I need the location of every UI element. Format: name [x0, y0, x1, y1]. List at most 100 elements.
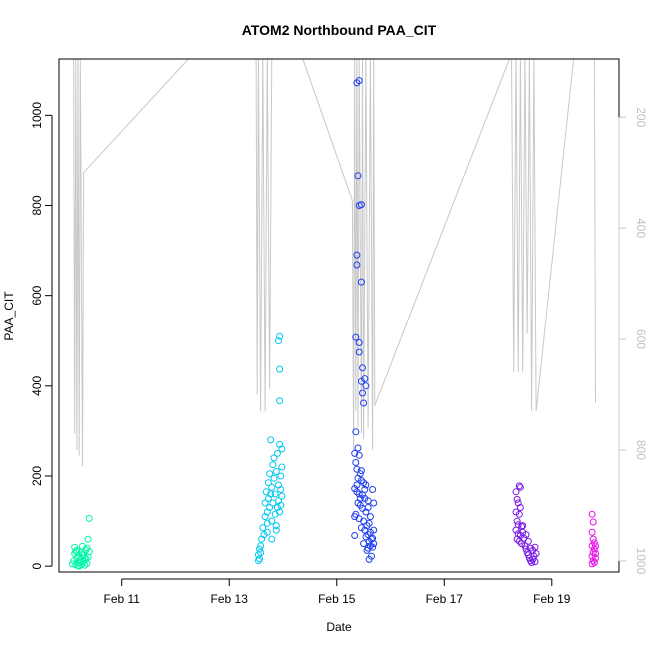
data-point-series-4 — [515, 482, 523, 490]
data-point-series-5 — [588, 560, 596, 568]
y2-tick-label: 800 — [634, 440, 648, 460]
data-point-series-4 — [513, 535, 521, 543]
data-point-series-4 — [529, 555, 537, 563]
data-point-series-5 — [592, 542, 599, 550]
data-point-series-1 — [84, 535, 92, 543]
data-point-series-2 — [276, 508, 284, 516]
data-point-series-4 — [512, 488, 520, 496]
data-point-series-2 — [267, 436, 275, 444]
data-point-series-2 — [266, 504, 274, 511]
data-point-series-3 — [360, 540, 368, 548]
data-point-series-5 — [588, 510, 596, 518]
data-point-series-2 — [268, 483, 276, 491]
data-point-series-2 — [272, 468, 280, 475]
data-point-series-3 — [355, 490, 363, 498]
x-tick-label: Feb 15 — [318, 592, 356, 606]
data-point-series-2 — [276, 397, 284, 405]
data-point-series-5 — [589, 535, 597, 543]
data-point-series-3 — [357, 278, 365, 286]
data-point-series-4 — [524, 537, 532, 545]
x-axis-label: Date — [326, 620, 352, 634]
data-point-series-4 — [522, 531, 530, 539]
data-point-series-2 — [257, 549, 265, 557]
data-point-series-2 — [263, 528, 271, 536]
x-axis: Feb 11 Feb 13 Feb 15 Feb 17 Feb 19 — [103, 578, 571, 606]
data-point-series-4 — [513, 495, 521, 503]
data-point-series-1 — [83, 544, 91, 552]
data-point-series-3 — [352, 459, 360, 466]
data-point-series-3 — [369, 543, 377, 551]
data-point-series-3 — [365, 519, 373, 527]
data-point-series-5 — [589, 518, 597, 526]
data-point-series-3 — [370, 499, 378, 507]
data-point-series-2 — [278, 463, 286, 471]
y2-tick-label: 1000 — [634, 548, 648, 575]
data-point-series-3 — [363, 546, 371, 554]
data-point-series-3 — [370, 540, 378, 548]
data-point-series-2 — [256, 545, 263, 553]
y-tick-label: 200 — [30, 466, 44, 486]
data-point-series-2 — [276, 332, 284, 340]
y-tick-label: 1000 — [30, 102, 44, 129]
y2-axis: 200 400 600 800 1000 — [618, 107, 648, 575]
data-point-series-2 — [277, 472, 285, 480]
data-point-series-3 — [353, 481, 361, 489]
data-point-series-3 — [352, 428, 360, 436]
data-point-series-3 — [357, 477, 365, 484]
data-point-series-1 — [74, 562, 82, 570]
data-point-series-4 — [531, 558, 539, 566]
data-point-series-1 — [82, 546, 90, 554]
data-point-series-3 — [368, 552, 375, 560]
data-point-series-1 — [85, 514, 93, 522]
data-point-series-2 — [277, 486, 285, 493]
data-point-series-3 — [351, 449, 359, 457]
data-point-series-3 — [362, 481, 370, 489]
data-point-series-3 — [359, 364, 366, 372]
data-point-series-2 — [257, 542, 265, 550]
data-point-series-4 — [516, 504, 524, 511]
data-point-series-3 — [351, 532, 359, 539]
data-point-series-1 — [76, 558, 84, 566]
data-point-series-2 — [267, 490, 275, 498]
data-point-series-3 — [355, 451, 363, 459]
data-point-series-3 — [355, 348, 363, 356]
data-point-series-1 — [82, 555, 90, 563]
data-point-series-4 — [528, 559, 536, 566]
data-point-series-3 — [359, 389, 366, 397]
x-tick-label: Feb 11 — [103, 592, 140, 606]
data-point-series-4 — [522, 545, 530, 553]
data-point-series-4 — [527, 544, 534, 552]
y2-tick-label: 400 — [634, 218, 648, 238]
data-point-series-3 — [353, 465, 361, 473]
data-point-series-3 — [360, 479, 368, 487]
data-point-series-5 — [588, 528, 596, 536]
data-point-series-3 — [353, 488, 361, 496]
data-point-series-3 — [369, 486, 377, 493]
y2-tick-label: 600 — [634, 329, 648, 349]
data-point-series-1 — [81, 554, 89, 562]
y-tick-label: 0 — [30, 562, 44, 569]
data-point-series-2 — [273, 449, 281, 457]
y-tick-label: 800 — [30, 195, 44, 215]
depth-profile-line — [73, 59, 596, 467]
data-point-series-3 — [353, 79, 361, 87]
y-axis-label: PAA_CIT — [2, 291, 16, 341]
data-point-series-3 — [357, 201, 365, 209]
data-point-series-4 — [516, 483, 524, 491]
data-point-series-2 — [277, 501, 285, 509]
depth-profile-layer — [73, 59, 596, 467]
plot-frame — [58, 58, 620, 573]
data-point-series-2 — [272, 522, 280, 530]
data-point-series-4 — [515, 510, 523, 518]
data-point-series-2 — [256, 555, 263, 563]
data-point-series-3 — [364, 531, 372, 539]
data-point-series-3 — [352, 333, 360, 341]
data-point-series-2 — [266, 470, 274, 478]
data-point-series-3 — [361, 486, 369, 493]
data-point-series-3 — [353, 251, 361, 259]
data-point-series-2 — [264, 479, 272, 487]
data-point-series-3 — [355, 339, 363, 346]
x-tick-label: Feb 13 — [211, 592, 249, 606]
data-point-series-2 — [268, 535, 276, 543]
